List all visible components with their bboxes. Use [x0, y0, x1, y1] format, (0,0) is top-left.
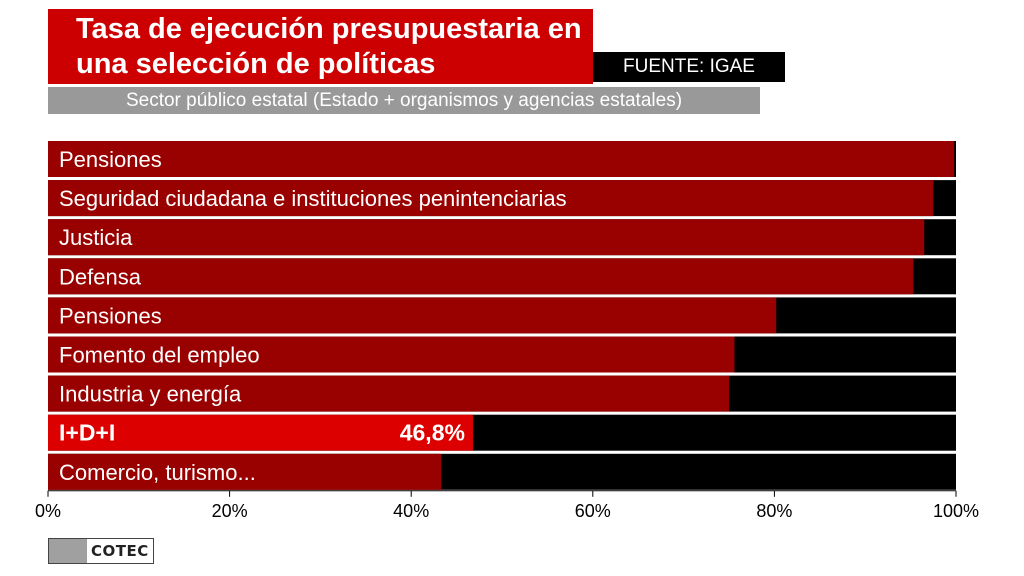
bar-category-label: Pensiones [59, 147, 162, 172]
bar [48, 297, 777, 334]
bar [48, 141, 955, 177]
bar-category-label: Defensa [59, 264, 142, 289]
x-tick-label: 80% [756, 501, 792, 521]
bar-category-label: Pensiones [59, 303, 162, 328]
bar-category-label: Comercio, turismo... [59, 460, 256, 485]
bar [48, 336, 735, 373]
bar-category-label: Industria y energía [59, 382, 242, 407]
bar-category-label: I+D+I [59, 420, 115, 446]
bar [48, 414, 473, 451]
x-tick-label: 40% [393, 501, 429, 521]
x-tick-label: 20% [212, 501, 248, 521]
bar-category-label: Seguridad ciudadana e instituciones peni… [59, 186, 567, 211]
chart-subtitle: Sector público estatal (Estado + organis… [48, 87, 760, 114]
x-tick-label: 100% [933, 501, 979, 521]
logo-text: COTEC [91, 542, 149, 560]
bar [48, 258, 914, 295]
logo-mark-icon [49, 539, 87, 563]
chart-title: Tasa de ejecución presupuestaria en una … [48, 9, 593, 84]
source-label: FUENTE: IGAE [593, 52, 785, 82]
bar [48, 180, 934, 217]
bar-value-label: 46,8% [400, 420, 465, 446]
x-tick-label: 60% [575, 501, 611, 521]
bar-category-label: Justicia [59, 225, 133, 250]
bar [48, 375, 729, 412]
bar [48, 219, 925, 256]
bar [48, 453, 442, 490]
bar-category-label: Fomento del empleo [59, 343, 260, 368]
cotec-logo: COTEC [48, 538, 154, 564]
x-tick-label: 0% [35, 501, 61, 521]
